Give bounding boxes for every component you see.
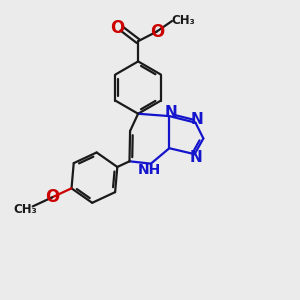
Text: O: O — [110, 19, 125, 37]
Text: N: N — [190, 112, 203, 127]
Text: CH₃: CH₃ — [13, 203, 37, 216]
Text: O: O — [45, 188, 59, 206]
Text: NH: NH — [138, 163, 161, 177]
Text: CH₃: CH₃ — [171, 14, 195, 27]
Text: N: N — [190, 150, 202, 165]
Text: N: N — [164, 105, 177, 120]
Text: O: O — [150, 23, 164, 41]
